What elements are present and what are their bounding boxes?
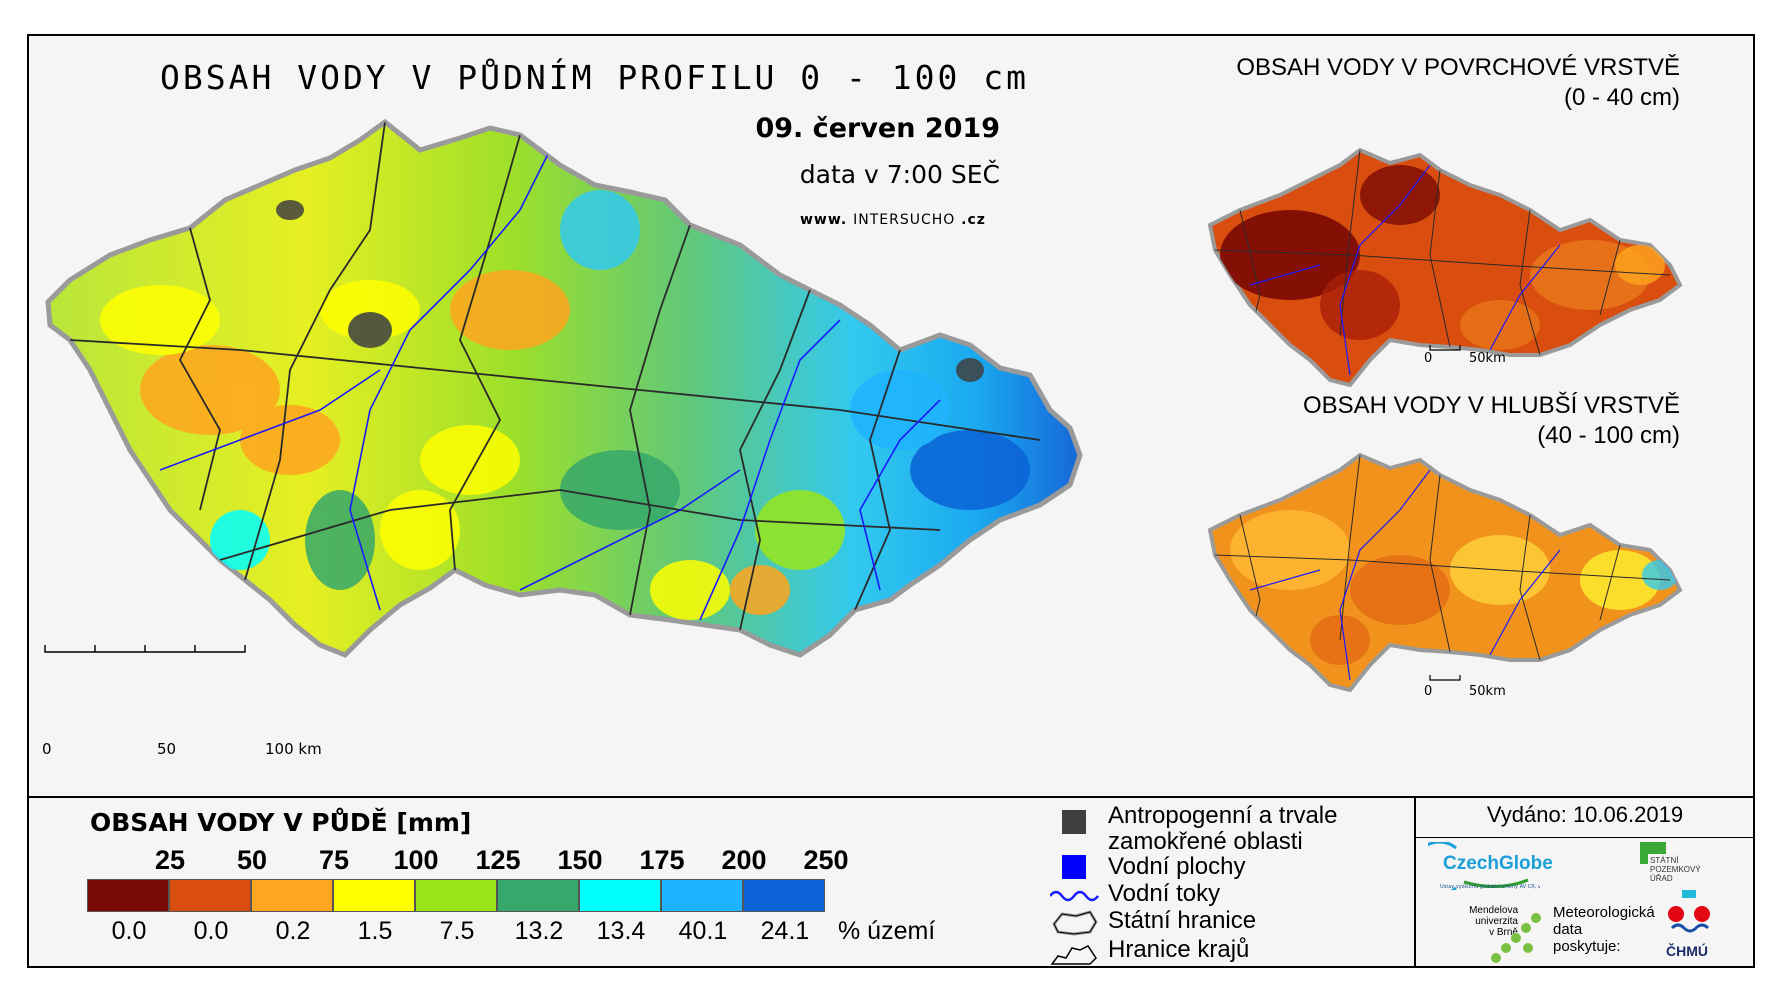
threshold-label: 200 bbox=[721, 845, 767, 875]
percent-value: 0.2 bbox=[275, 917, 311, 945]
mendel-line-2: univerzita bbox=[1475, 916, 1518, 927]
deep-map-subtitle: (40 - 100 cm) bbox=[1537, 422, 1680, 449]
color-class-4 bbox=[333, 879, 415, 912]
meteo-line-2: data bbox=[1553, 921, 1583, 938]
threshold-label: 50 bbox=[236, 845, 268, 875]
deep-scale-0: 0 bbox=[1424, 684, 1433, 699]
color-class-8 bbox=[661, 879, 743, 912]
anthropogenic-label-1: Antropogenní a trvale bbox=[1108, 802, 1338, 829]
surface-scale-0: 0 bbox=[1424, 351, 1433, 366]
deep-map-title: OBSAH VODY V HLUBŠÍ VRSTVĚ bbox=[1302, 392, 1680, 419]
deep-scale-50: 50km bbox=[1469, 684, 1506, 699]
czechglobe-logo-mark bbox=[1428, 842, 1529, 890]
water-body-swatch bbox=[1062, 855, 1086, 879]
meteo-line-1: Meteorologická bbox=[1553, 904, 1655, 921]
web-suffix: .cz bbox=[961, 212, 986, 228]
main-map-title: OBSAH VODY V PŮDNÍM PROFILU 0 - 100 cm bbox=[160, 58, 1029, 97]
map-time: data v 7:00 SEČ bbox=[799, 160, 1000, 189]
stream-symbol bbox=[1050, 890, 1099, 902]
czechglobe-logo: CzechGlobe bbox=[1443, 853, 1553, 874]
state-border-label: Státní hranice bbox=[1108, 907, 1257, 934]
meteo-provider-text: Meteorologická data poskytuje: bbox=[1553, 904, 1655, 955]
chmu-logo-icon bbox=[1668, 890, 1710, 933]
percent-label: % území bbox=[838, 917, 936, 945]
mendel-line-1: Mendelova bbox=[1469, 905, 1518, 916]
surface-map-subtitle: (0 - 40 cm) bbox=[1563, 84, 1680, 111]
percent-value: 0.0 bbox=[193, 917, 229, 945]
web-brand: INTERSUCHO bbox=[853, 212, 956, 228]
percent-value: 13.4 bbox=[596, 917, 646, 945]
anthropogenic-swatch bbox=[1062, 810, 1086, 834]
issued-date: Vydáno: 10.06.2019 bbox=[1486, 802, 1684, 827]
spu-line-2: POZEMKOVÝ bbox=[1650, 865, 1701, 874]
czechglobe-sub: Ústav výzkumu globální změny AV ČR, v.v.… bbox=[1440, 884, 1540, 890]
intersucho-link[interactable]: www. INTERSUCHO .cz bbox=[800, 212, 986, 228]
percent-value: 13.2 bbox=[514, 917, 564, 945]
main-scale-100: 100 km bbox=[265, 740, 322, 758]
stream-label: Vodní toky bbox=[1108, 880, 1221, 907]
color-class-5 bbox=[415, 879, 497, 912]
line-symbols bbox=[1050, 890, 1099, 965]
threshold-label: 150 bbox=[557, 845, 603, 875]
threshold-label: 175 bbox=[639, 845, 685, 875]
region-border-symbol bbox=[1050, 945, 1097, 965]
color-class-9 bbox=[743, 879, 825, 912]
main-scale-bar bbox=[44, 645, 246, 653]
threshold-label: 75 bbox=[318, 845, 350, 875]
logo-divider bbox=[1414, 796, 1416, 968]
state-border-symbol bbox=[1052, 910, 1098, 936]
spu-line-1: STÁTNÍ bbox=[1650, 856, 1679, 865]
web-prefix: www. bbox=[800, 212, 848, 228]
threshold-label: 125 bbox=[475, 845, 521, 875]
anthropogenic-label-2: zamokřené oblasti bbox=[1108, 828, 1303, 855]
issued-divider bbox=[1414, 837, 1755, 838]
main-scale-50: 50 bbox=[157, 740, 177, 758]
color-class-3 bbox=[251, 879, 333, 912]
map-date: 09. červen 2019 bbox=[755, 113, 1000, 144]
percent-value: 40.1 bbox=[678, 917, 728, 945]
spu-logo: STÁTNÍ POZEMKOVÝ ÚŘAD bbox=[1650, 856, 1701, 883]
color-class-1 bbox=[87, 879, 169, 912]
legend-title: OBSAH VODY V PŮDĚ [mm] bbox=[90, 808, 472, 837]
chmu-logo: ČHMÚ bbox=[1666, 943, 1708, 959]
color-class-2 bbox=[169, 879, 251, 912]
meteo-line-3: poskytuje: bbox=[1553, 938, 1621, 955]
deep-layer-map bbox=[1207, 452, 1683, 693]
region-border-label: Hranice krajů bbox=[1108, 936, 1250, 963]
spu-line-3: ÚŘAD bbox=[1650, 874, 1673, 883]
main-soil-water-map bbox=[44, 118, 1083, 658]
mendel-logo: Mendelova univerzita v Brně bbox=[1462, 905, 1518, 938]
surface-layer-map bbox=[1207, 147, 1683, 388]
water-body-label: Vodní plochy bbox=[1108, 853, 1246, 880]
surface-map-title: OBSAH VODY V POVRCHOVÉ VRSTVĚ bbox=[1236, 54, 1680, 81]
percent-value: 0.0 bbox=[111, 917, 147, 945]
threshold-label: 100 bbox=[393, 845, 439, 875]
percent-value: 7.5 bbox=[439, 917, 475, 945]
threshold-label: 25 bbox=[154, 845, 186, 875]
percent-value: 1.5 bbox=[357, 917, 393, 945]
threshold-label: 250 bbox=[803, 845, 849, 875]
percent-value: 24.1 bbox=[760, 917, 810, 945]
mendel-line-3: v Brně bbox=[1489, 927, 1518, 938]
color-class-6 bbox=[497, 879, 579, 912]
surface-scale-50: 50km bbox=[1469, 351, 1506, 366]
color-class-7 bbox=[579, 879, 661, 912]
legend-divider bbox=[27, 796, 1755, 798]
mendel-dots-icon bbox=[1491, 913, 1541, 963]
main-scale-0: 0 bbox=[42, 740, 52, 758]
